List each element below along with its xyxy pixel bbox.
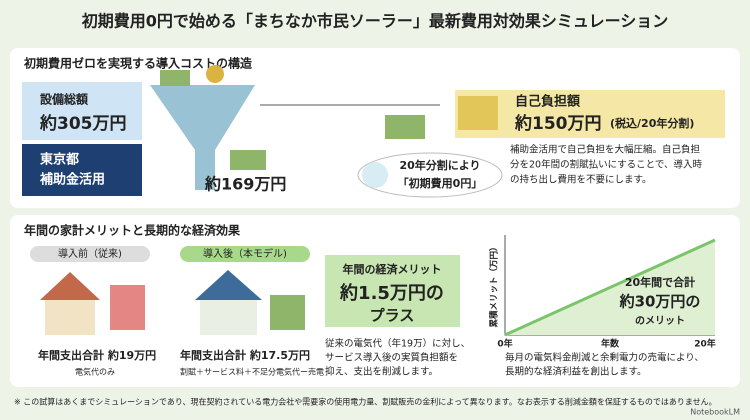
money-stack — [110, 285, 145, 330]
chart-annotation: 約30万円の — [619, 293, 701, 311]
after-note: 割賦＋サービス料＋不足分電気代ー売電 — [180, 367, 324, 377]
total-box — [22, 82, 142, 140]
merit-description: 抑え、支出を削減します。 — [325, 366, 438, 378]
installment-text: 「初期費用0円」 — [398, 176, 483, 190]
house-roof — [195, 270, 262, 300]
money-icon — [160, 70, 190, 86]
total-label: 設備総額 — [40, 92, 89, 107]
self-pay-note: (税込/20年分割) — [610, 116, 694, 130]
self-pay-amount: 約150万円 — [514, 113, 602, 134]
money-icon — [230, 150, 266, 170]
before-tag — [30, 246, 150, 262]
brand: NotebookLM — [690, 408, 740, 417]
money-stack — [270, 295, 305, 330]
after-tag — [180, 246, 310, 262]
description: 分を20年間の割賦払いにすることで、導入時 — [510, 159, 703, 171]
chart-line — [504, 238, 716, 337]
subsidy-label: 東京都 — [40, 152, 79, 168]
merit-box — [325, 255, 460, 327]
chart-x-start: 0年 — [497, 338, 512, 350]
money-icon — [458, 96, 498, 130]
money-icon — [385, 115, 425, 139]
self-pay-box — [455, 90, 725, 138]
description: 補助金活用で自己負担を大幅圧縮。自己負担 — [510, 144, 701, 156]
chart-caption: 長期的な経済利益を創出します。 — [505, 366, 647, 378]
house — [45, 300, 95, 335]
subsidy-label: 補助金活用 — [40, 172, 105, 188]
installment-text: 20年分割により — [399, 158, 480, 172]
chart-y-label: 累積メリット（万円） — [489, 242, 500, 327]
handshake-icon — [362, 162, 388, 188]
chart-annotation: 20年間で合計 — [625, 275, 695, 289]
merit-label: 年間の経済メリット — [343, 262, 442, 276]
before-tag-text: 導入前（従来) — [58, 247, 122, 260]
coin-icon — [206, 65, 224, 83]
funnel — [150, 85, 255, 190]
footnote: ※ この試算はあくまでシミュレーションであり、現在契約されている電力会社や需要家… — [14, 397, 717, 407]
merit-suffix: プラス — [370, 307, 415, 325]
section-heading: 年間の家計メリットと長期的な経済効果 — [24, 223, 240, 238]
description: の持ち出し費用を不要にします。 — [510, 174, 652, 186]
chart-x-label: 年数 — [601, 338, 620, 350]
house — [200, 300, 257, 335]
subsidy-box — [22, 144, 142, 196]
before-note: 電気代のみ — [75, 367, 115, 377]
house-roof — [40, 272, 100, 300]
merit-description: 従来の電気代（年19万）に対し、 — [325, 338, 470, 350]
chart-caption: 毎月の電気料金削減と余剰電力の売電により、 — [505, 352, 704, 364]
merit-amount: 約1.5万円の — [339, 282, 444, 304]
after-total: 年間支出合計 約17.5万円 — [180, 348, 310, 362]
self-pay-label: 自己負担額 — [515, 94, 581, 110]
merit-description: サービス導入後の実質負担額を — [325, 352, 458, 364]
before-total: 年間支出合計 約19万円 — [38, 348, 156, 362]
after-tag-text: 導入後（本モデル) — [203, 247, 287, 260]
installment-badge — [357, 152, 503, 198]
chart-x-end: 20年 — [694, 338, 716, 350]
subsidy-amount: 約169万円 — [204, 175, 286, 194]
title: 初期費用0円で始める「まちなか市民ソーラー」最新費用対効果シミュレーション — [81, 12, 669, 31]
section-heading: 初期費用ゼロを実現する導入コストの構造 — [23, 56, 252, 71]
total-amount: 約305万円 — [39, 113, 127, 134]
chart-annotation: のメリット — [635, 315, 685, 327]
